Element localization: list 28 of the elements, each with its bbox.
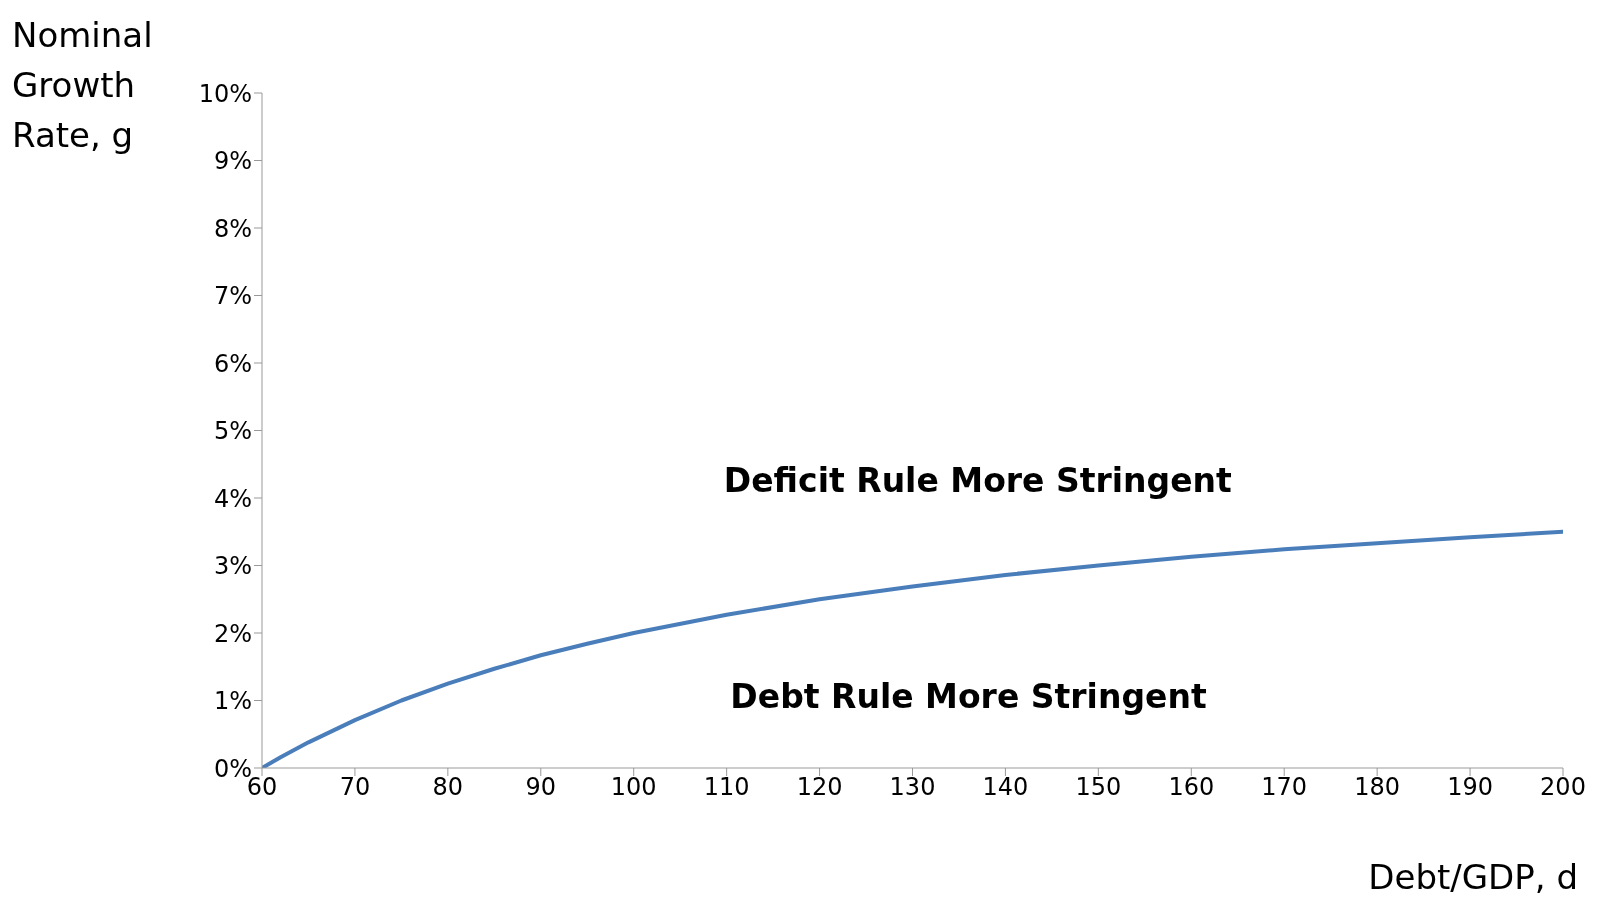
annotation: Debt Rule More Stringent	[730, 676, 1207, 716]
y-tick-label: 9%	[213, 147, 252, 176]
y-tick-label: 6%	[213, 349, 252, 378]
x-tick-label: 90	[525, 773, 557, 802]
y-tick-label: 7%	[213, 282, 252, 311]
x-tick-label: 80	[432, 773, 464, 802]
y-tick-label: 8%	[213, 214, 252, 243]
x-tick-label: 130	[889, 773, 936, 802]
x-tick-label: 150	[1075, 773, 1122, 802]
y-tick-label: 3%	[213, 552, 252, 581]
y-tick-label: 1%	[213, 687, 252, 716]
x-tick-label: 70	[339, 773, 371, 802]
x-tick-label: 110	[703, 773, 750, 802]
annotation: Deficit Rule More Stringent	[723, 460, 1232, 500]
y-axis-title: Nominal Growth Rate, g	[12, 14, 154, 157]
y-tick-label: 10%	[198, 79, 252, 108]
x-tick-label: 160	[1168, 773, 1215, 802]
y-tick-label: 4%	[213, 484, 252, 513]
x-tick-label: 180	[1354, 773, 1401, 802]
y-tick-label: 5%	[213, 417, 252, 446]
x-tick-label: 140	[982, 773, 1029, 802]
x-tick-label: 200	[1540, 773, 1586, 802]
x-tick-label: 170	[1261, 773, 1308, 802]
x-tick-label: 190	[1447, 773, 1493, 802]
x-tick-label: 120	[796, 773, 843, 802]
x-tick-label: 100	[610, 773, 657, 802]
y-tick-label: 2%	[213, 619, 252, 648]
x-axis-title: Debt/GDP, d	[1368, 857, 1578, 897]
